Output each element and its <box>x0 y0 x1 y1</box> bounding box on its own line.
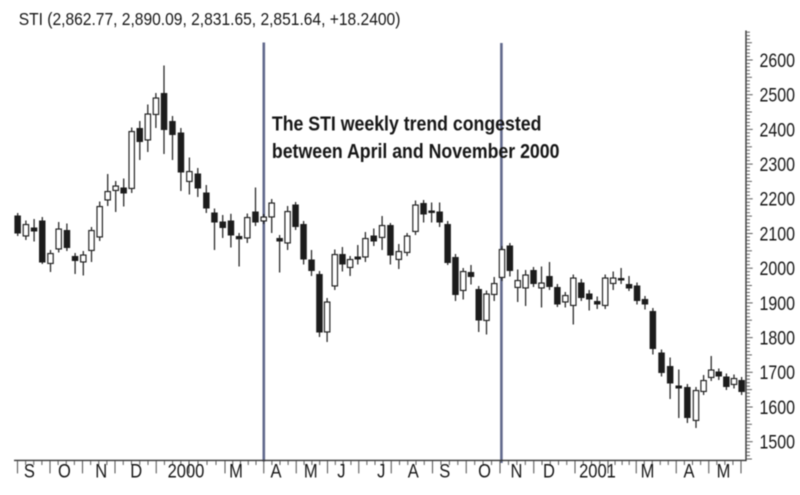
svg-text:D: D <box>130 461 142 482</box>
svg-text:2100: 2100 <box>760 223 796 245</box>
svg-text:2000: 2000 <box>168 461 205 482</box>
svg-text:A: A <box>408 461 419 482</box>
svg-text:A: A <box>683 461 694 482</box>
svg-text:2000: 2000 <box>760 258 796 280</box>
svg-text:M: M <box>641 461 655 482</box>
svg-text:S: S <box>439 461 450 482</box>
svg-text:2600: 2600 <box>760 50 796 72</box>
svg-text:1700: 1700 <box>760 362 796 384</box>
svg-text:between April and November 200: between April and November 2000 <box>272 141 560 163</box>
svg-text:2500: 2500 <box>760 84 796 106</box>
svg-text:J: J <box>377 461 385 482</box>
svg-text:STI (2,862.77, 2,890.09, 2,831: STI (2,862.77, 2,890.09, 2,831.65, 2,851… <box>19 9 401 29</box>
svg-text:N: N <box>95 461 107 482</box>
svg-text:1800: 1800 <box>760 327 796 349</box>
svg-text:1900: 1900 <box>760 292 796 314</box>
svg-text:M: M <box>717 461 731 482</box>
svg-text:A: A <box>270 461 281 482</box>
svg-text:M: M <box>229 461 243 482</box>
svg-text:O: O <box>58 461 71 482</box>
svg-text:2200: 2200 <box>760 188 796 210</box>
svg-text:The STI weekly trend congested: The STI weekly trend congested <box>272 113 542 135</box>
svg-text:N: N <box>511 461 523 482</box>
svg-text:M: M <box>304 461 318 482</box>
svg-text:2001: 2001 <box>579 461 616 482</box>
svg-text:J: J <box>337 461 345 482</box>
svg-text:1500: 1500 <box>760 431 796 453</box>
svg-text:D: D <box>543 461 555 482</box>
svg-text:2300: 2300 <box>760 154 796 176</box>
svg-text:2400: 2400 <box>760 119 796 141</box>
svg-text:S: S <box>24 461 35 482</box>
svg-text:O: O <box>478 461 491 482</box>
svg-text:1600: 1600 <box>760 397 796 419</box>
